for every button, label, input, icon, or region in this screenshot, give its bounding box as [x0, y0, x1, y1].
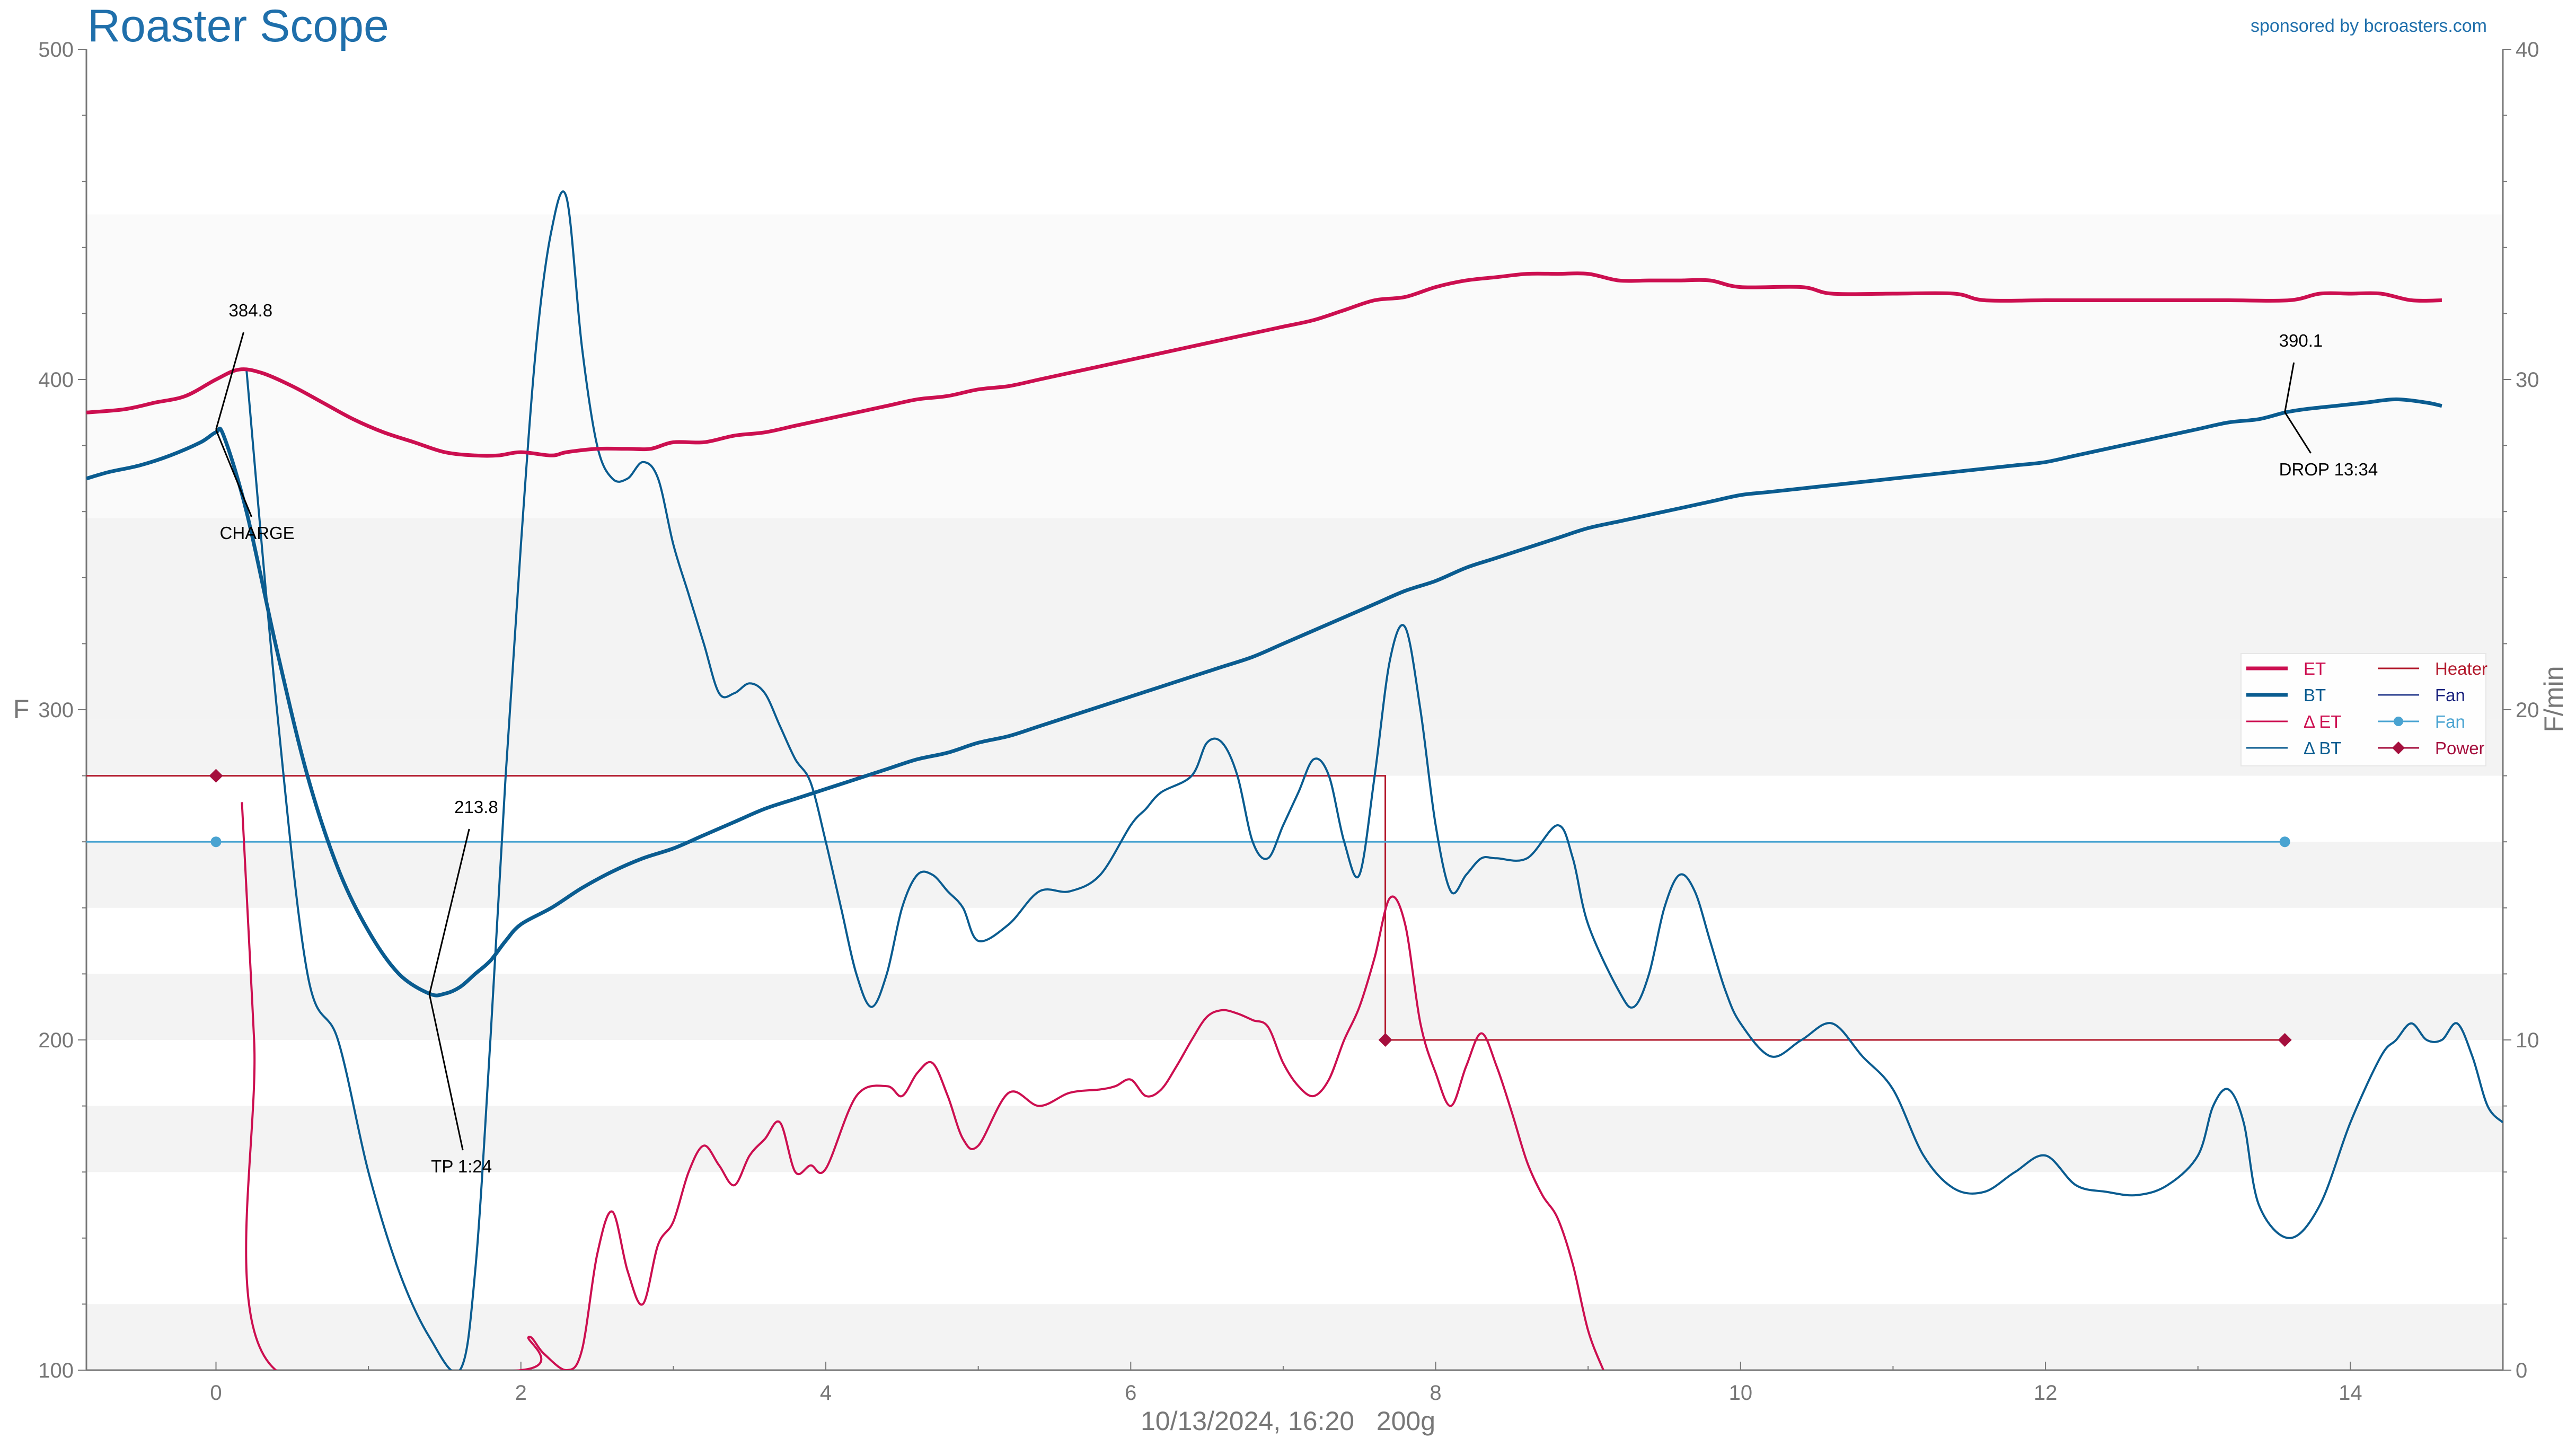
- delta-bt-line: [245, 190, 2503, 1370]
- legend-marker-power: [2392, 742, 2405, 754]
- band-4: [86, 719, 2503, 776]
- y-right-label: F/min: [2539, 666, 2569, 733]
- series-lines: [86, 190, 2503, 1370]
- y-left-tick-label: 400: [38, 368, 74, 392]
- drop-label-leader: [2284, 411, 2312, 454]
- y-left-tick-label: 500: [38, 38, 74, 61]
- tp-value-leader: [428, 828, 470, 995]
- x-tick-label: 12: [2034, 1381, 2058, 1405]
- fan-marker-1: [2279, 836, 2290, 848]
- band-0: [86, 1304, 2503, 1370]
- drop-value: 390.1: [2279, 331, 2323, 350]
- x-tick-label: 0: [210, 1381, 222, 1405]
- y-right-tick-label: 40: [2516, 38, 2539, 61]
- x-tick-label: 10: [1729, 1381, 1753, 1405]
- bt-line: [86, 397, 2442, 998]
- charge-label-leader: [215, 429, 252, 517]
- y-right-tick-label: 30: [2516, 368, 2539, 392]
- sponsor-link[interactable]: sponsored by bcroasters.com: [2251, 16, 2487, 36]
- charge-value: 384.8: [228, 301, 272, 320]
- legend-label-det: Δ ET: [2304, 712, 2342, 731]
- legend-marker-fan_marker: [2394, 717, 2403, 726]
- legend-label-bt: BT: [2304, 685, 2326, 705]
- x-tick-label: 4: [820, 1381, 832, 1405]
- band-1: [86, 1106, 2503, 1172]
- tp-label-leader: [428, 994, 464, 1151]
- legend-label-fan: Fan: [2435, 685, 2465, 705]
- legend-label-fan_marker: Fan: [2435, 712, 2465, 731]
- power-marker-0: [209, 769, 223, 783]
- y-left-label: F: [13, 694, 30, 724]
- power-marker-2: [2278, 1033, 2292, 1047]
- y-right-tick-label: 20: [2516, 699, 2539, 722]
- y-left-tick-label: 300: [38, 699, 74, 722]
- x-tick-label: 6: [1125, 1381, 1136, 1405]
- y-right-tick-label: 0: [2516, 1359, 2527, 1382]
- y-left-tick-label: 100: [38, 1359, 74, 1382]
- band-5: [86, 518, 2503, 720]
- y-left-tick-label: 200: [38, 1029, 74, 1052]
- band-2: [86, 974, 2503, 1040]
- x-tick-label: 14: [2339, 1381, 2362, 1405]
- tp-label: TP 1:24: [431, 1157, 492, 1176]
- drop-label: DROP 13:34: [2279, 460, 2378, 479]
- background-bands: [86, 214, 2503, 1370]
- event-annotations: 384.8 CHARGE 213.8 TP 1:24 390.1 DROP 13:34: [215, 301, 2378, 1176]
- x-tick-label: 2: [515, 1381, 527, 1405]
- roast-info-footer: 10/13/2024, 16:20 200g: [1140, 1406, 1436, 1436]
- delta-et-line: [241, 802, 1604, 1370]
- et-line: [86, 271, 2442, 458]
- legend: ET BT Δ ET Δ BT Heater Fan Fan Power: [2240, 653, 2487, 766]
- series-markers: [209, 769, 2292, 1047]
- charge-value-leader: [215, 332, 244, 430]
- legend-label-heater: Heater: [2435, 659, 2487, 678]
- y-right-tick-label: 10: [2516, 1029, 2539, 1052]
- legend-label-et: ET: [2304, 659, 2326, 678]
- fan-marker-0: [210, 836, 222, 848]
- tp-value: 213.8: [454, 797, 498, 817]
- power-marker-1: [1378, 1033, 1392, 1047]
- charge-label: CHARGE: [219, 523, 294, 543]
- legend-label-power: Power: [2435, 738, 2485, 758]
- drop-value-leader: [2284, 362, 2295, 412]
- app-title: Roaster Scope: [87, 1, 389, 51]
- legend-label-dbt: Δ BT: [2304, 738, 2342, 758]
- band-3: [86, 842, 2503, 908]
- x-tick-label: 8: [1430, 1381, 1441, 1405]
- band-6: [86, 214, 2503, 518]
